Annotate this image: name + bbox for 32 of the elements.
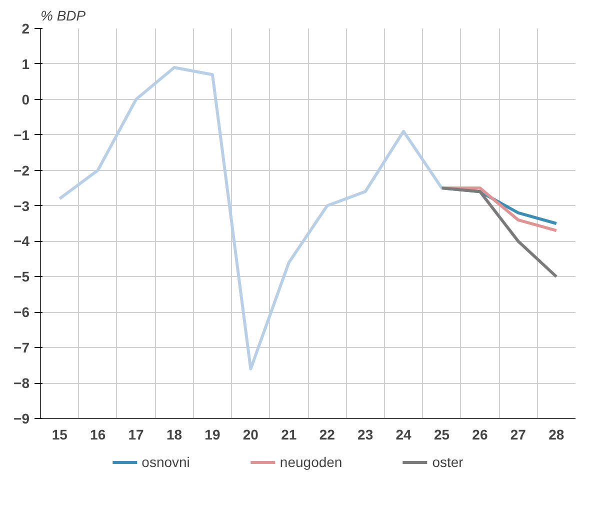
x-tick-label: 26 [472, 426, 488, 442]
x-tick-label: 28 [548, 426, 564, 442]
y-tick-label: −9 [14, 410, 30, 426]
legend-label: oster [432, 454, 464, 470]
y-tick-label: −6 [14, 304, 30, 320]
y-tick-label: −5 [14, 268, 30, 285]
x-tick-label: 22 [319, 426, 336, 442]
line-series [440, 186, 558, 278]
x-tick-label: 15 [52, 426, 68, 442]
x-tick-label: 27 [510, 426, 526, 442]
y-tick-label: −7 [14, 340, 30, 356]
x-tick-label: 24 [396, 426, 412, 442]
x-tick-label: 19 [204, 426, 220, 442]
y-tick-label: 0 [22, 91, 30, 108]
x-tick-label: 25 [434, 426, 450, 442]
line-series [58, 66, 444, 370]
x-tick-label: 23 [358, 426, 374, 442]
y-tick-label: −2 [14, 162, 30, 178]
y-tick-label: −3 [14, 198, 30, 214]
x-tick-label: 16 [90, 426, 106, 442]
y-tick-label: 1 [22, 56, 30, 72]
y-axis-title: % BDP [40, 8, 86, 24]
x-tick-label: 21 [281, 426, 297, 442]
y-tick-label: −4 [14, 233, 30, 250]
legend-label: neugoden [280, 454, 342, 470]
y-tick-label: −1 [14, 126, 30, 143]
legend-label: osnovni [142, 454, 190, 470]
x-tick-label: 20 [242, 426, 259, 442]
y-tick-label: −8 [14, 375, 30, 392]
x-tick-label: 18 [166, 426, 182, 442]
y-tick-label: 2 [22, 20, 30, 36]
x-tick-label: 17 [128, 426, 144, 442]
